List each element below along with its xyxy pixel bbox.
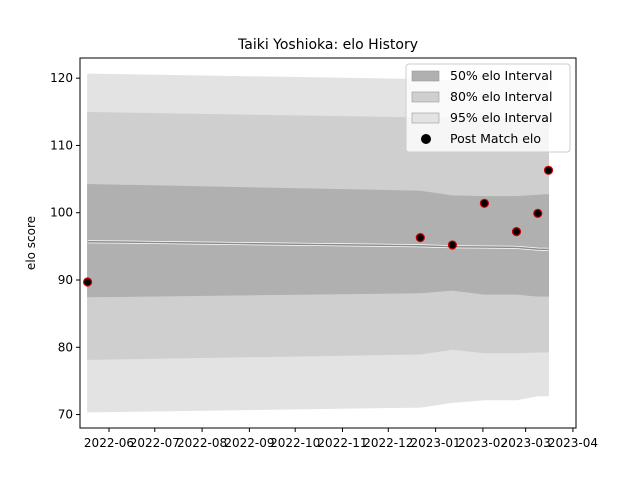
mean-line-group [87, 240, 549, 251]
y-axis-ticks: 70 80 90 100 110 120 [50, 71, 80, 422]
x-tick-label: 2022-07 [130, 436, 180, 450]
legend-point-marker [421, 134, 431, 144]
legend-label: 80% elo Interval [450, 89, 552, 104]
x-tick-label: 2022-06 [84, 436, 134, 450]
legend-label: 95% elo Interval [450, 110, 552, 125]
x-tick-label: 2023-03 [501, 436, 551, 450]
plot-frame [79, 57, 577, 429]
point [415, 233, 425, 243]
band-50pct [87, 183, 549, 298]
chart-title: Taiki Yoshioka: elo History [237, 37, 418, 53]
point [533, 208, 543, 218]
point [82, 277, 93, 287]
y-tick-label: 70 [58, 408, 73, 422]
point [479, 198, 489, 208]
y-axis-label: elo score [24, 216, 38, 270]
y-tick-label: 110 [50, 138, 73, 152]
y-tick-label: 100 [50, 206, 73, 220]
point [511, 227, 522, 237]
post-match-points [82, 165, 554, 287]
x-axis-ticks: 2022-062022-072022-082022-092022-102022-… [84, 428, 598, 450]
x-tick-label: 2022-10 [270, 436, 320, 450]
legend-swatch [411, 91, 440, 103]
x-tick-label: 2023-02 [458, 436, 508, 450]
x-tick-label: 2022-08 [177, 436, 227, 450]
legend: 50% elo Interval 80% elo Interval 95% elo … [405, 63, 571, 153]
legend-label: Post Match elo [450, 131, 541, 146]
legend-box [405, 63, 571, 153]
y-tick-label: 120 [50, 71, 73, 85]
x-tick-label: 2022-09 [224, 436, 274, 450]
x-tick-label: 2022-12 [363, 436, 413, 450]
x-tick-label: 2022-11 [317, 436, 367, 450]
y-tick-label: 90 [58, 273, 73, 287]
point [447, 240, 457, 250]
x-tick-label: 2023-04 [548, 436, 598, 450]
legend-swatch [411, 112, 440, 124]
x-tick-label: 2023-01 [411, 436, 461, 450]
legend-label: 50% elo Interval [450, 68, 552, 83]
point [543, 165, 554, 175]
legend-swatch [411, 70, 440, 82]
mean-line [87, 240, 549, 251]
y-tick-label: 80 [58, 340, 73, 354]
